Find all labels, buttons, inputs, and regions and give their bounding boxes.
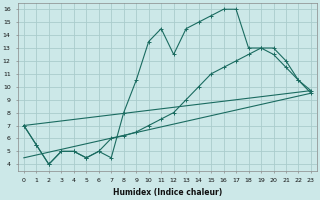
X-axis label: Humidex (Indice chaleur): Humidex (Indice chaleur) (113, 188, 222, 197)
